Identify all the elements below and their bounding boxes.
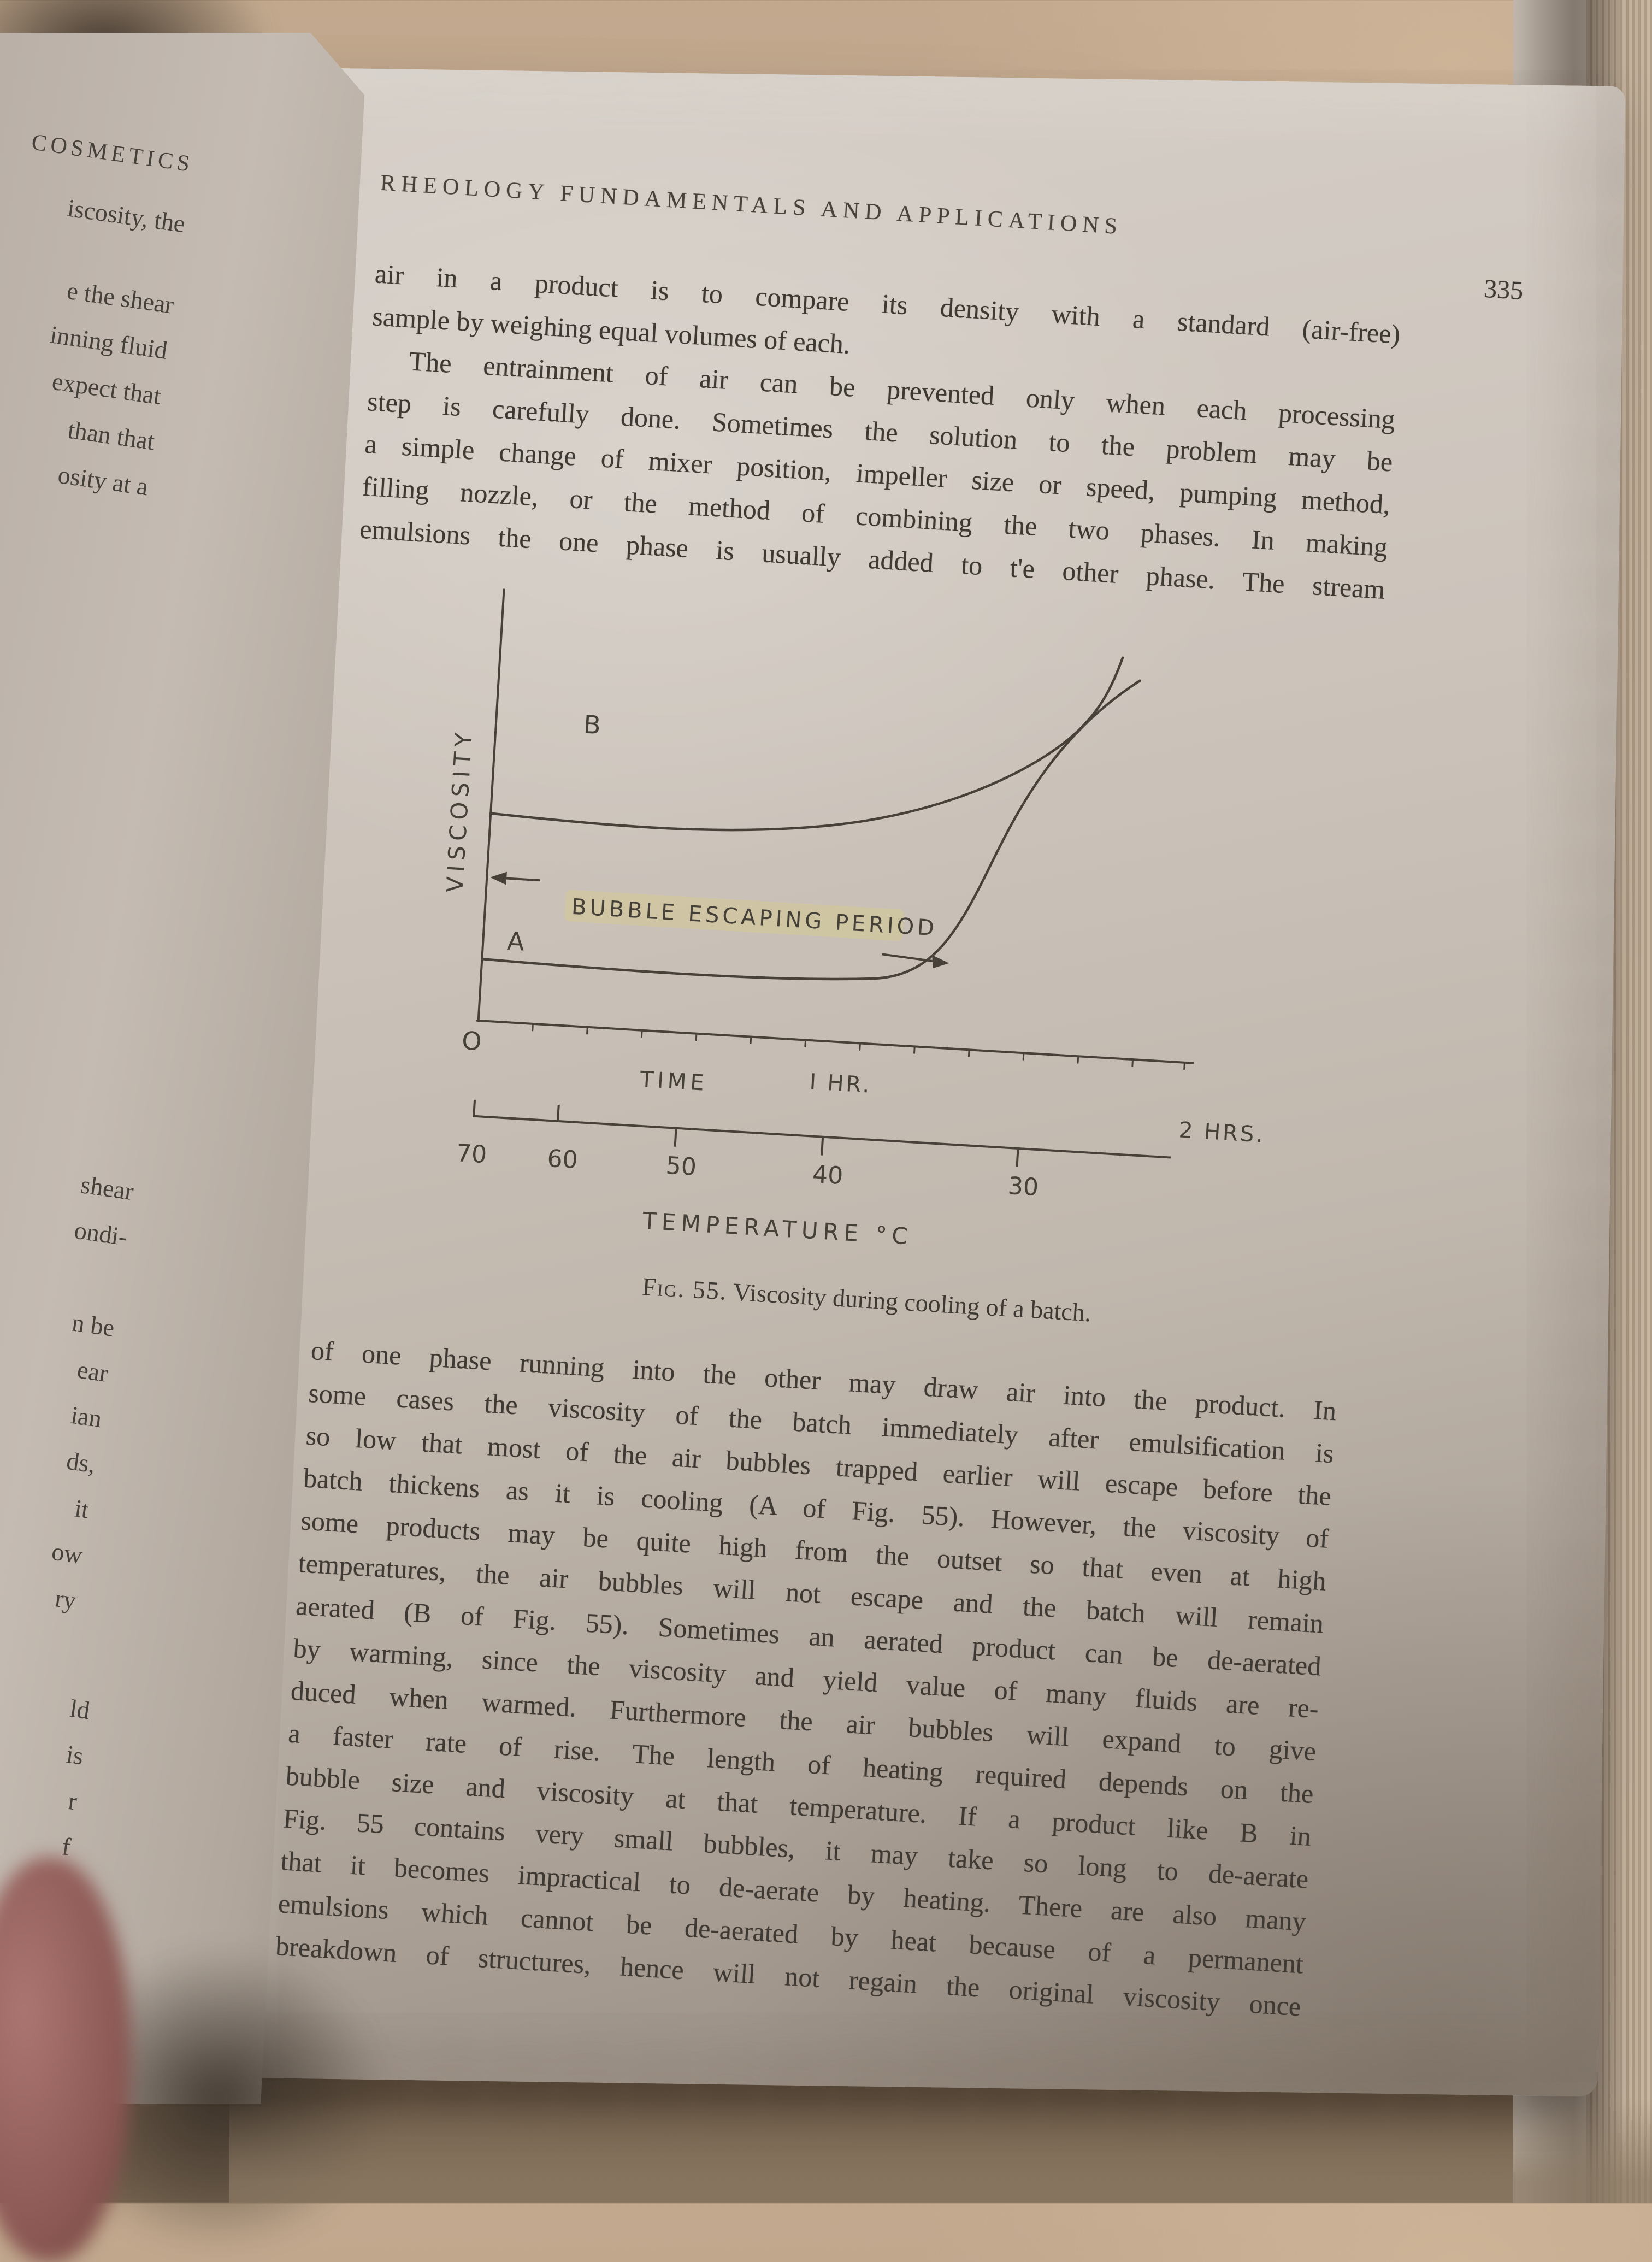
figure-plot-svg: B A BUBBLE ESCAPING PERIOD — [476, 588, 1194, 1070]
text-fragment: ondi- — [72, 1216, 129, 1251]
paragraph-bottom: of one phase running into the other may … — [274, 1329, 1337, 2028]
figure-caption-text: Viscosity during cooling of a batch. — [732, 1277, 1092, 1327]
temperature-ruler: 70 60 50 40 30 — [456, 1099, 1171, 1201]
temp-tick-label: 50 — [665, 1151, 698, 1182]
text-fragment: ds, — [64, 1446, 97, 1478]
text-fragment: ian — [69, 1400, 104, 1433]
text-fragment: n be — [70, 1308, 116, 1342]
y-axis — [477, 588, 505, 1022]
right-arrowhead-icon — [932, 955, 949, 969]
previous-page-text-fragments: shear ondi-n be ear ian ds, it ow ry — [20, 1162, 137, 1623]
one-hour-label: I HR. — [809, 1069, 872, 1098]
curve-b-label: B — [583, 709, 602, 740]
main-page: RHEOLOGY FUNDAMENTALS AND APPLICATIONS 3… — [221, 67, 1626, 2097]
text-fragment: it — [73, 1494, 91, 1524]
left-arrowhead-icon — [490, 871, 507, 885]
text-fragment: iscosity, the — [66, 193, 187, 238]
temp-tick-label: 70 — [455, 1139, 488, 1169]
page-content: RHEOLOGY FUNDAMENTALS AND APPLICATIONS 3… — [221, 101, 1568, 2037]
temp-tick-60 — [556, 1104, 560, 1122]
curve-a — [481, 679, 1141, 981]
text-fragment: ow — [50, 1537, 85, 1569]
x-axis-minor-ticks — [532, 1023, 1185, 1070]
figure-55: B A BUBBLE ESCAPING PERIOD VISCOSITY O T… — [231, 568, 1541, 1385]
annotation-highlight — [564, 890, 904, 941]
figure-caption-number: Fig. 55. — [641, 1272, 728, 1305]
temp-tick-label: 30 — [1007, 1172, 1040, 1202]
time-axis-label: TIME — [639, 1067, 709, 1097]
temp-tick-label: 60 — [546, 1144, 579, 1175]
origin-label: O — [461, 1026, 483, 1057]
temp-tick-50 — [674, 1129, 677, 1147]
temp-tick-40 — [821, 1138, 824, 1156]
temp-tick-label: 40 — [811, 1160, 844, 1191]
x-axis — [476, 1019, 1194, 1064]
temperature-axis-label: TEMPERATURE °C — [642, 1207, 914, 1250]
text-fragment: ear — [75, 1355, 110, 1388]
finger — [0, 1858, 131, 2262]
text-fragment: is — [64, 1740, 86, 1770]
text-fragment: shear — [79, 1170, 135, 1206]
previous-page-text-fragments: COSMETICS iscosity, the e the shear inning … — [0, 119, 197, 510]
text-fragment: r — [67, 1787, 79, 1816]
temp-tick-30 — [1016, 1149, 1019, 1168]
temp-tick-70 — [473, 1099, 476, 1117]
table-bottom-band — [229, 2099, 1652, 2203]
text-fragment: ry — [53, 1584, 78, 1615]
annotation-right-arrow — [882, 953, 935, 963]
paragraph-top: air in a product is to compare its densi… — [358, 252, 1401, 611]
curve-a-label: A — [506, 926, 526, 957]
two-hours-label: 2 HRS. — [1178, 1117, 1266, 1148]
text-fragment: COSMETICS — [30, 129, 196, 178]
text-fragment: ld — [68, 1694, 92, 1725]
previous-page-text-fragments: ld is r f — [48, 1686, 93, 1870]
